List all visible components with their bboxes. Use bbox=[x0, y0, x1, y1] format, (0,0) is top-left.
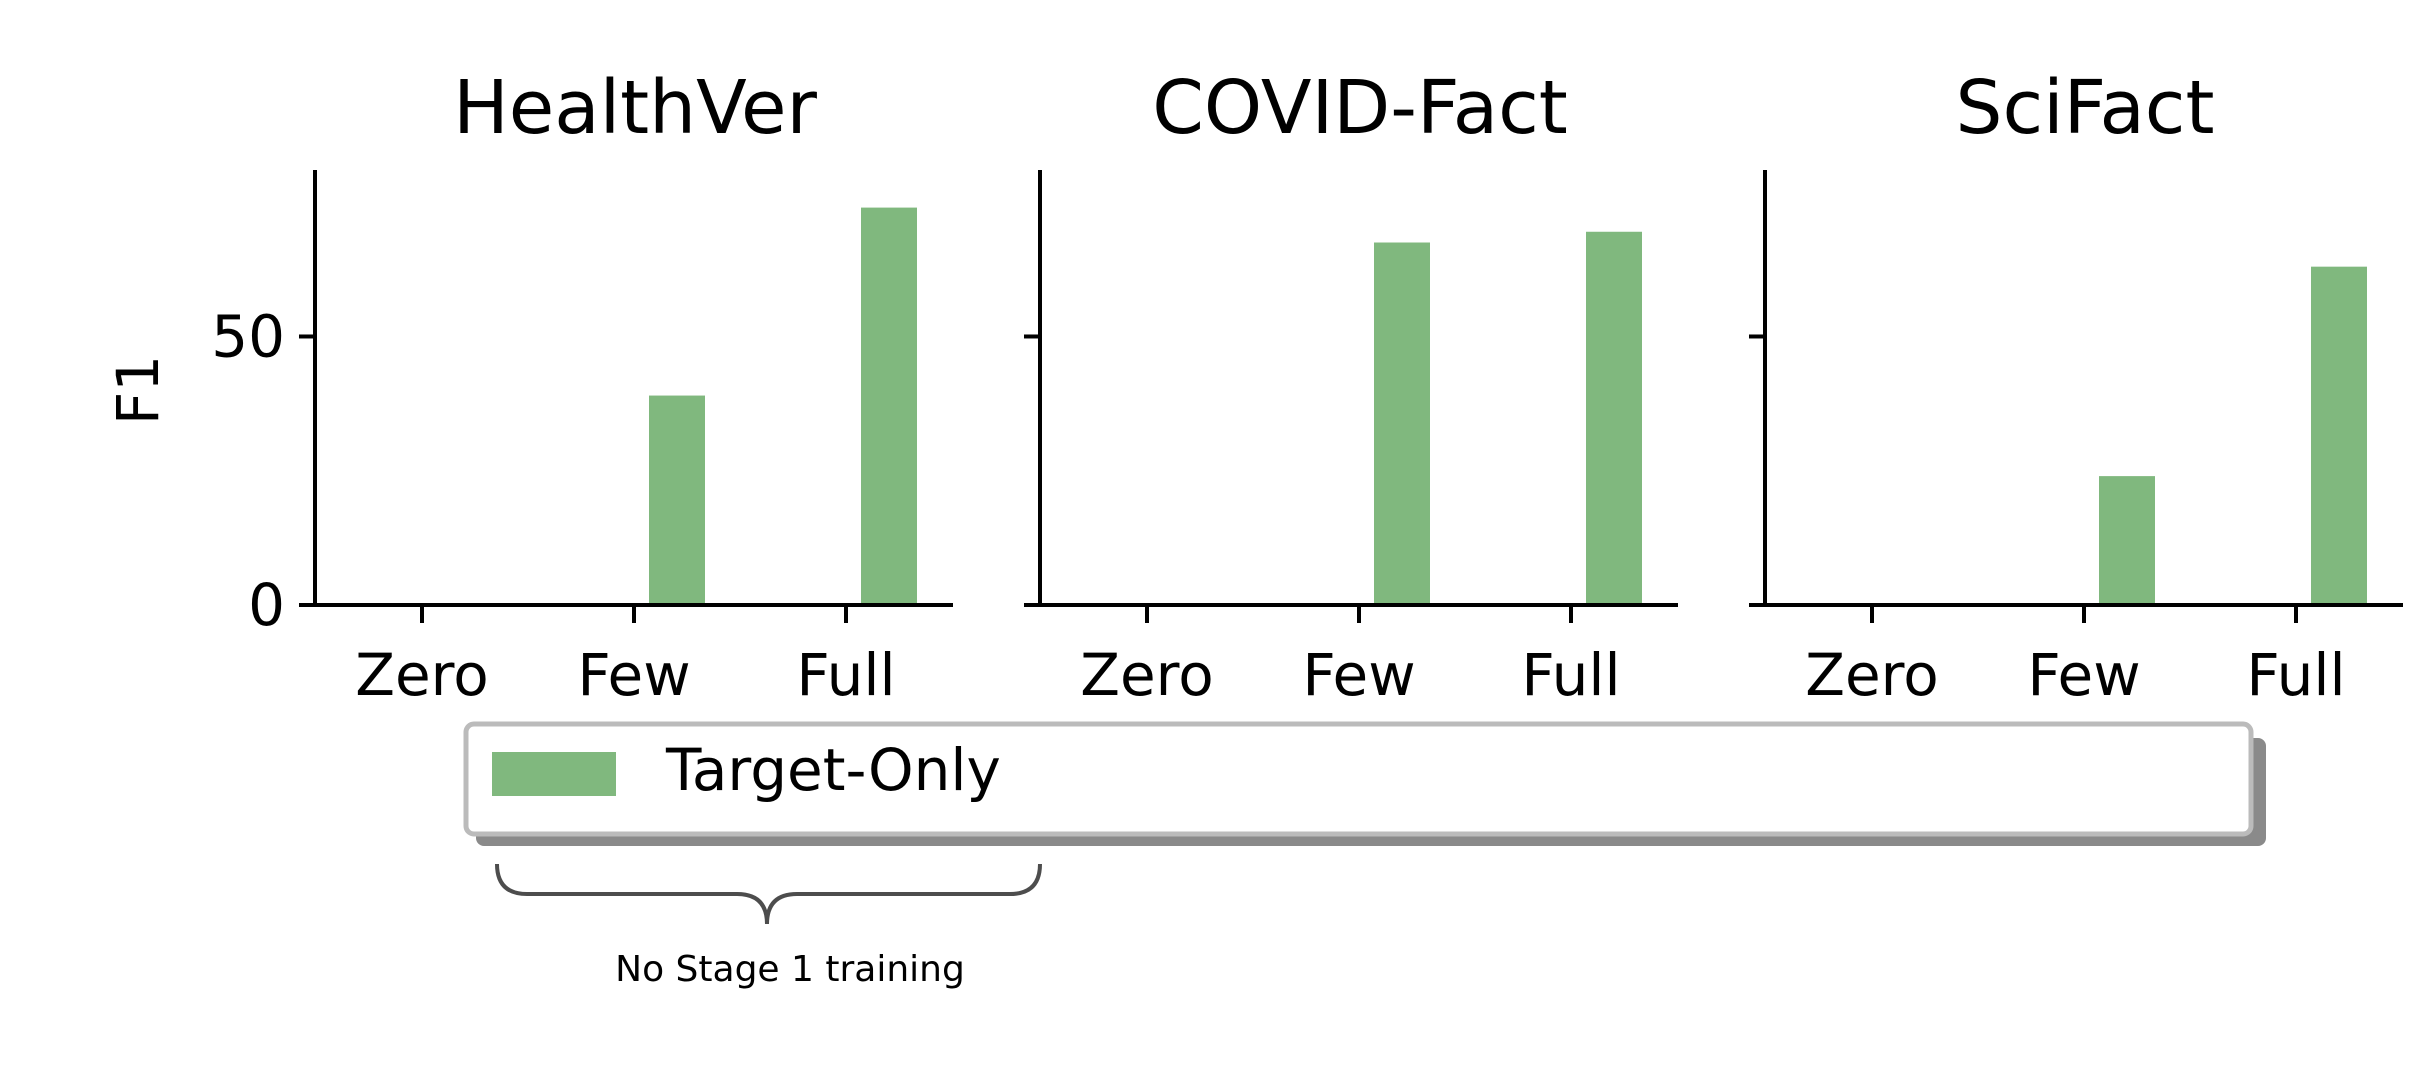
y-tick-label: 0 bbox=[248, 571, 285, 639]
panel-title: SciFact bbox=[1955, 65, 2214, 151]
x-tick-label-few: Few bbox=[2027, 641, 2140, 709]
brace-annotation: No Stage 1 training bbox=[495, 863, 1042, 990]
legend: Target-Only bbox=[463, 721, 2266, 846]
panel-covid-fact: COVID-Fact Zero Few Full bbox=[1024, 65, 1678, 709]
panel-healthver: HealthVer 0 50 Zero Few Full bbox=[211, 65, 953, 709]
panel-title: COVID-Fact bbox=[1152, 65, 1568, 151]
bar-full bbox=[2311, 266, 2367, 605]
bar-few bbox=[1374, 242, 1430, 605]
panel-scifact: SciFact Zero Few Full bbox=[1749, 65, 2403, 709]
x-tick-label-few: Few bbox=[1302, 641, 1415, 709]
bar-few bbox=[649, 395, 705, 605]
x-tick-label-full: Full bbox=[2246, 641, 2345, 709]
bar-few bbox=[2099, 476, 2155, 605]
panel-title: HealthVer bbox=[453, 65, 817, 151]
x-tick-label-full: Full bbox=[796, 641, 895, 709]
bar-full bbox=[861, 207, 917, 605]
legend-swatch bbox=[492, 752, 616, 796]
annotation-text: No Stage 1 training bbox=[615, 949, 965, 990]
y-axis-label-group: F1 bbox=[104, 355, 172, 425]
bar-full bbox=[1586, 231, 1642, 605]
x-tick-label-zero: Zero bbox=[1080, 641, 1213, 709]
chart-panels: HealthVer 0 50 Zero Few Full COVID-Fact Zero Few… bbox=[211, 65, 2403, 709]
x-tick-label-zero: Zero bbox=[355, 641, 488, 709]
y-axis-label: F1 bbox=[104, 355, 172, 425]
x-tick-label-few: Few bbox=[577, 641, 690, 709]
x-tick-label-zero: Zero bbox=[1805, 641, 1938, 709]
x-tick-label-full: Full bbox=[1521, 641, 1620, 709]
legend-label: Target-Only bbox=[665, 736, 1001, 804]
brace-shape bbox=[495, 863, 1042, 925]
legend-box bbox=[463, 721, 2254, 837]
y-tick-label: 50 bbox=[211, 302, 285, 370]
